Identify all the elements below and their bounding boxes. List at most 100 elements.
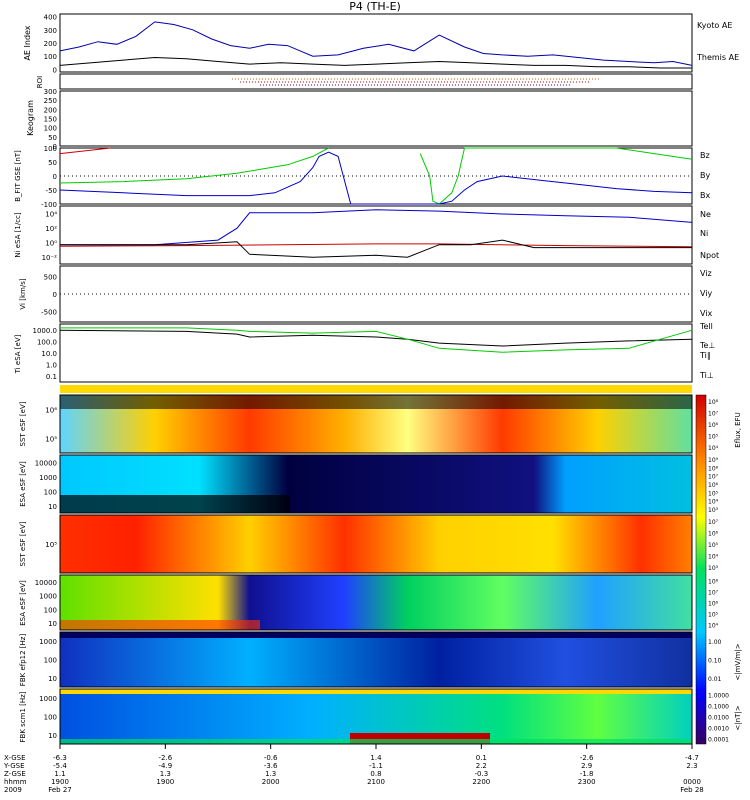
sst-e-ylabel: SST eSF [eV] bbox=[19, 401, 27, 446]
ae-ytick: 400 bbox=[44, 14, 57, 22]
xaxis-tick-label: 2200 bbox=[472, 778, 490, 786]
fbk_e-ytick: 10 bbox=[48, 675, 57, 683]
fbk_e-ytick: 1000 bbox=[39, 638, 57, 646]
spectrogram-fbk-bfield bbox=[59, 688, 693, 745]
xaxis-row-label: 2009 bbox=[4, 786, 22, 794]
xaxis-tick-label: Feb 27 bbox=[48, 786, 72, 794]
ae-series-themis-ae bbox=[59, 56, 692, 69]
esa_i-ytick: 1000 bbox=[39, 593, 57, 601]
fbk_b-ytick: 10 bbox=[48, 732, 57, 740]
keogram-ytick: 100 bbox=[44, 125, 57, 133]
vi-ytick: -500 bbox=[41, 309, 57, 317]
sst_i-ytick: 10⁵ bbox=[45, 541, 57, 549]
sst_e-colorbar-tick: 10⁵ bbox=[708, 434, 719, 441]
sst_e-colorbar-tick: 10⁶ bbox=[708, 422, 719, 429]
ti-series-tell bbox=[59, 329, 693, 347]
sst_e-colorbar-tick: 10⁷ bbox=[708, 410, 719, 417]
xaxis-tick-label: -2.6 bbox=[158, 754, 172, 762]
sst_i-colorbar-tick: 10⁶ bbox=[708, 530, 719, 537]
plot-title: P4 (TH-E) bbox=[349, 0, 401, 13]
keogram-ytick: 200 bbox=[44, 106, 57, 114]
flag-strip bbox=[60, 385, 692, 393]
xaxis-tick-label: -4.9 bbox=[158, 762, 172, 770]
colorbar-label-mvm: <|mV/m|> bbox=[734, 643, 742, 680]
keogram-ytick: 150 bbox=[44, 116, 57, 124]
ni-ytick: 10⁻² bbox=[42, 254, 58, 262]
xaxis-tick-label: 1900 bbox=[51, 778, 69, 786]
sst_e-colorbar-tick: 10⁸ bbox=[708, 399, 719, 406]
x-axis: X-GSEY-GSEZ-GSEhhmm2009-6.3-5.41.11900Fe… bbox=[3, 744, 704, 794]
xaxis-tick-label: 1.4 bbox=[370, 754, 382, 762]
legend-viz: Viz bbox=[700, 269, 712, 278]
legend-tell: Tell bbox=[699, 322, 713, 331]
esa_i-colorbar-tick: 10⁶ bbox=[708, 601, 719, 608]
xaxis-tick-label: -3.6 bbox=[264, 762, 278, 770]
fbk_b-colorbar-tick: 0.0010 bbox=[708, 726, 729, 733]
ni-ytick: 10² bbox=[45, 225, 57, 233]
xaxis-tick-label: 1900 bbox=[156, 778, 174, 786]
ti-ylabel: Ti eSA [eV] bbox=[14, 334, 22, 374]
fbk_b-colorbar-tick: 0.0100 bbox=[708, 715, 729, 722]
xaxis-tick-label: -0.6 bbox=[264, 754, 278, 762]
legend-themis-ae: Themis AE bbox=[696, 53, 739, 62]
esa_i-ytick: 10 bbox=[48, 620, 57, 628]
xaxis-tick-label: -6.3 bbox=[53, 754, 67, 762]
legend-ni: Ni bbox=[700, 229, 708, 238]
ti-ytick: 100.0 bbox=[37, 338, 57, 346]
ae-ytick: 0 bbox=[53, 66, 57, 74]
xaxis-row-label: X-GSE bbox=[4, 754, 26, 762]
panel-bfit bbox=[59, 147, 693, 205]
sst-i-ylabel: SST eSF [eV] bbox=[19, 521, 27, 566]
xaxis-tick-label: 2100 bbox=[367, 778, 385, 786]
esa_e-colorbar-tick: 10⁶ bbox=[708, 482, 719, 489]
ni-series-npot bbox=[60, 239, 692, 258]
fbk_b-colorbar-tick: 1.0000 bbox=[708, 693, 729, 700]
xaxis-tick-label: 0.1 bbox=[476, 754, 487, 762]
legend-vix: Vix bbox=[700, 309, 713, 318]
xaxis-tick-label: Feb 28 bbox=[680, 786, 704, 794]
bfit-ylabel: B_FIT GSE [nT] bbox=[14, 150, 22, 202]
esa_e-colorbar-tick: 10³ bbox=[708, 507, 719, 514]
fbk_e-colorbar-tick: 0.10 bbox=[708, 658, 722, 665]
colorbar-label-eflux: Eflux, EFU bbox=[734, 412, 742, 447]
xaxis-tick-label: 2.3 bbox=[686, 762, 697, 770]
xaxis-tick-label: -4.7 bbox=[685, 754, 699, 762]
esa_e-colorbar-tick: 10⁵ bbox=[708, 490, 719, 497]
bfit-ytick: -50 bbox=[46, 187, 57, 195]
esa_e-colorbar-tick: 10⁴ bbox=[708, 499, 719, 506]
fbk_e-ytick: 100 bbox=[44, 657, 57, 665]
fbk_e-colorbar-tick: 0.01 bbox=[708, 676, 722, 683]
sst_e-colorbar-tick: 10⁴ bbox=[708, 445, 719, 452]
legend-npot: Npot bbox=[700, 251, 719, 260]
colorbar-label-nt: <|nT|> bbox=[734, 705, 742, 730]
legend-by: By bbox=[700, 171, 710, 180]
ti-ytick: 1.0 bbox=[46, 362, 57, 370]
legend-teperp: Te⊥ bbox=[699, 341, 715, 350]
fbk_e-colorbar-tick: 1.00 bbox=[708, 639, 722, 646]
keogram-ytick: 50 bbox=[48, 134, 57, 142]
panel-ti bbox=[59, 323, 693, 383]
fbk_b-ytick: 1000 bbox=[39, 695, 57, 703]
esa_i-ytick: 10000 bbox=[35, 579, 57, 587]
xaxis-tick-label: 2.2 bbox=[476, 762, 487, 770]
xaxis-tick-label: 1.3 bbox=[265, 770, 276, 778]
vi-ytick: 0 bbox=[53, 291, 57, 299]
spectrogram-esa-electron bbox=[59, 454, 693, 514]
legend-bx: Bx bbox=[700, 191, 710, 200]
fbk-e-ylabel: FBK efp12 [Hz] bbox=[19, 634, 27, 687]
ni-ytick: 10⁰ bbox=[45, 239, 57, 247]
ae-ytick: 200 bbox=[44, 40, 57, 48]
esa_i-colorbar-tick: 10⁴ bbox=[708, 623, 719, 630]
esa_e-colorbar-tick: 10⁸ bbox=[708, 465, 719, 472]
ae-ytick: 300 bbox=[44, 27, 57, 35]
legend-viy: Viy bbox=[700, 289, 713, 298]
ae-ylabel: AE Index bbox=[23, 25, 32, 60]
sst_e-ytick: 10⁵ bbox=[45, 436, 57, 444]
xaxis-row-label: hhmm bbox=[4, 778, 27, 786]
keogram-ytick: 250 bbox=[44, 97, 57, 105]
sst_i-colorbar-tick: 10⁵ bbox=[708, 542, 719, 549]
fbk_b-colorbar-tick: 0.1000 bbox=[708, 704, 729, 711]
esa-i-ylabel: ESA eSF [eV] bbox=[19, 580, 27, 626]
ti-ytick: 0.1 bbox=[46, 373, 57, 381]
bfit-ytick: 100 bbox=[44, 145, 57, 153]
